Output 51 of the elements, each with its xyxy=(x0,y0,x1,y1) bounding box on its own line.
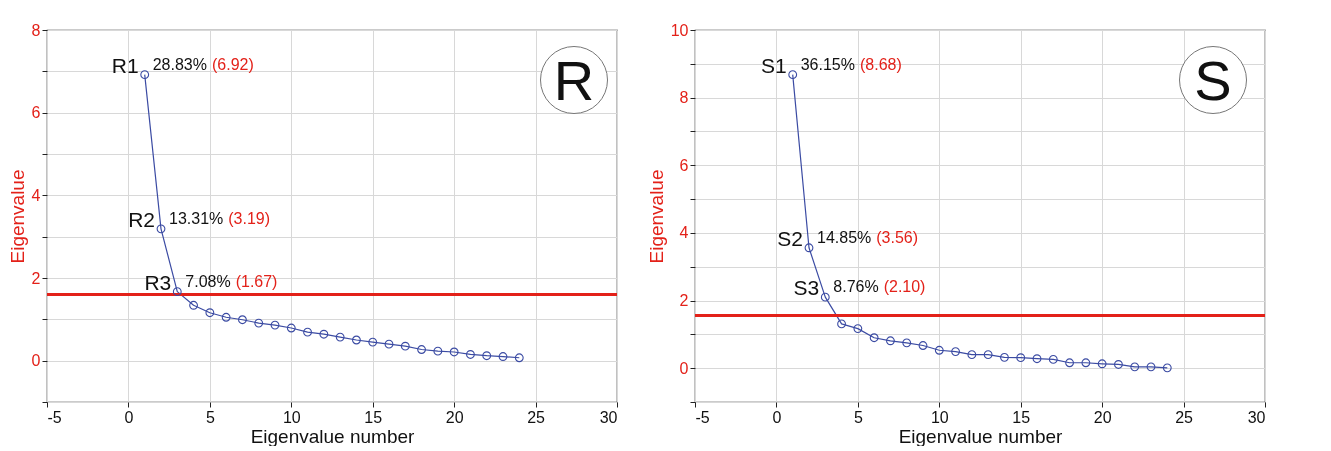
annotation: 13.31% xyxy=(169,209,224,227)
y-tick-label: 0 xyxy=(31,352,41,370)
x-tick-label: 20 xyxy=(1093,408,1112,426)
annotation: S2 xyxy=(777,226,803,250)
x-axis-title: Eigenvalue number xyxy=(898,425,1064,447)
x-tick-label: 0 xyxy=(772,408,782,426)
x-tick-label: -5 xyxy=(695,408,710,426)
y-tick-label: 8 xyxy=(31,21,41,39)
y-tick-label: 6 xyxy=(31,104,41,122)
y-tick-label: 10 xyxy=(670,21,689,39)
x-tick-label: 30 xyxy=(599,408,618,426)
y-tick-label: 0 xyxy=(679,359,689,377)
annotation: S xyxy=(1179,46,1247,114)
annotation: (6.92) xyxy=(211,55,254,73)
x-tick-label: 30 xyxy=(1247,408,1266,426)
annotation: 28.83% xyxy=(152,55,207,73)
y-axis-title: Eigenvalue xyxy=(645,169,667,264)
x-tick-label: 10 xyxy=(930,408,949,426)
x-tick-label: 5 xyxy=(205,408,215,426)
annotation: (3.19) xyxy=(228,209,271,227)
y-tick-label: 2 xyxy=(679,292,689,310)
annotation: R xyxy=(540,46,608,114)
x-tick-label: 15 xyxy=(364,408,383,426)
y-tick-label: 4 xyxy=(31,186,41,204)
annotation: 14.85% xyxy=(817,228,872,246)
x-axis-title: Eigenvalue number xyxy=(250,425,416,447)
x-tick-label: 15 xyxy=(1012,408,1031,426)
y-tick-label: 4 xyxy=(679,224,689,242)
y-tick-label: 8 xyxy=(679,89,689,107)
annotation: 7.08% xyxy=(185,272,231,290)
annotation: 8.76% xyxy=(833,278,879,296)
x-tick-label: 0 xyxy=(124,408,134,426)
y-axis-title: Eigenvalue xyxy=(6,169,28,264)
x-tick-label: 25 xyxy=(527,408,546,426)
annotation: S1 xyxy=(761,53,787,77)
annotation: (2.10) xyxy=(883,278,926,296)
annotation: (3.56) xyxy=(876,228,919,246)
y-tick-label: 6 xyxy=(679,156,689,174)
annotation: (8.68) xyxy=(859,55,902,73)
x-tick-label: -5 xyxy=(47,408,62,426)
annotation: R2 xyxy=(128,207,155,231)
x-tick-label: 5 xyxy=(853,408,863,426)
annotation: (1.67) xyxy=(235,272,278,290)
annotation: S3 xyxy=(793,276,820,300)
x-tick-label: 10 xyxy=(282,408,301,426)
annotation: 36.15% xyxy=(800,55,855,73)
annotation: R1 xyxy=(111,53,139,77)
x-tick-label: 20 xyxy=(445,408,464,426)
x-tick-label: 25 xyxy=(1175,408,1194,426)
annotation: R3 xyxy=(144,270,172,294)
y-tick-label: 2 xyxy=(31,269,41,287)
